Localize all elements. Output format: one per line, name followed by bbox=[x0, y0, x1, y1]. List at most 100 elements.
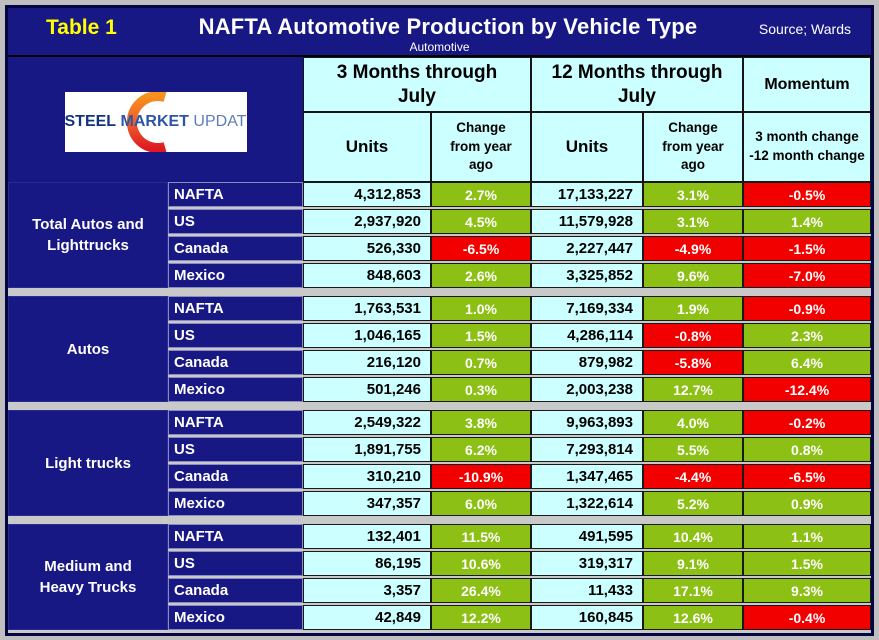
change-12mo-cell: 3.1% bbox=[643, 209, 743, 234]
change-3mo-cell: 4.5% bbox=[431, 209, 531, 234]
units-12mo-cell: 11,433 bbox=[531, 578, 643, 603]
change-3mo-cell: 11.5% bbox=[431, 524, 531, 549]
logo-arc-icon bbox=[126, 91, 166, 152]
vehicle-type-label: Light trucks bbox=[8, 410, 168, 516]
units-3mo-cell: 347,357 bbox=[303, 491, 431, 516]
change-12mo-cell: 12.6% bbox=[643, 605, 743, 630]
region-label: NAFTA bbox=[168, 524, 303, 549]
change-12mo-cell: 4.0% bbox=[643, 410, 743, 435]
header-12-months: 12 Months through July bbox=[531, 57, 743, 112]
header-change-3mo: Change from year ago bbox=[431, 112, 531, 182]
units-3mo-cell: 42,849 bbox=[303, 605, 431, 630]
region-label: NAFTA bbox=[168, 410, 303, 435]
region-label: Canada bbox=[168, 350, 303, 375]
change-3mo-cell: -10.9% bbox=[431, 464, 531, 489]
change-12mo-cell: -4.9% bbox=[643, 236, 743, 261]
momentum-cell: -0.4% bbox=[743, 605, 871, 630]
change-3mo-cell: 1.0% bbox=[431, 296, 531, 321]
change-12mo-cell: -4.4% bbox=[643, 464, 743, 489]
header-momentum: Momentum bbox=[743, 57, 871, 112]
units-3mo-cell: 310,210 bbox=[303, 464, 431, 489]
change-3mo-cell: 26.4% bbox=[431, 578, 531, 603]
units-3mo-cell: 1,891,755 bbox=[303, 437, 431, 462]
change-3mo-cell: 3.8% bbox=[431, 410, 531, 435]
change-12mo-cell: 17.1% bbox=[643, 578, 743, 603]
momentum-cell: -6.5% bbox=[743, 464, 871, 489]
units-3mo-cell: 1,763,531 bbox=[303, 296, 431, 321]
units-12mo-cell: 2,003,238 bbox=[531, 377, 643, 402]
table-number-label: Table 1 bbox=[46, 16, 117, 39]
region-label: Canada bbox=[168, 464, 303, 489]
units-3mo-cell: 4,312,853 bbox=[303, 182, 431, 207]
momentum-cell: 1.4% bbox=[743, 209, 871, 234]
change-12mo-cell: 5.5% bbox=[643, 437, 743, 462]
title-bar: Table 1 NAFTA Automotive Production by V… bbox=[8, 8, 871, 57]
units-12mo-cell: 3,325,852 bbox=[531, 263, 643, 288]
change-12mo-cell: 9.6% bbox=[643, 263, 743, 288]
units-12mo-cell: 4,286,114 bbox=[531, 323, 643, 348]
units-3mo-cell: 2,937,920 bbox=[303, 209, 431, 234]
units-3mo-cell: 2,549,322 bbox=[303, 410, 431, 435]
change-12mo-cell: -5.8% bbox=[643, 350, 743, 375]
header-3-months: 3 Months through July bbox=[303, 57, 531, 112]
units-3mo-cell: 86,195 bbox=[303, 551, 431, 576]
change-3mo-cell: 2.6% bbox=[431, 263, 531, 288]
region-label: Mexico bbox=[168, 377, 303, 402]
units-12mo-cell: 7,293,814 bbox=[531, 437, 643, 462]
logo-text: STEEL MARKET UPDATE bbox=[65, 113, 247, 131]
change-12mo-cell: -0.8% bbox=[643, 323, 743, 348]
momentum-cell: 6.4% bbox=[743, 350, 871, 375]
units-12mo-cell: 7,169,334 bbox=[531, 296, 643, 321]
region-label: Canada bbox=[168, 578, 303, 603]
momentum-cell: -0.5% bbox=[743, 182, 871, 207]
momentum-cell: -0.9% bbox=[743, 296, 871, 321]
momentum-cell: 2.3% bbox=[743, 323, 871, 348]
units-12mo-cell: 17,133,227 bbox=[531, 182, 643, 207]
steel-market-update-logo: STEEL MARKET UPDATE bbox=[64, 91, 247, 152]
logo-word-market: MARKET bbox=[120, 112, 189, 130]
units-3mo-cell: 216,120 bbox=[303, 350, 431, 375]
change-12mo-cell: 1.9% bbox=[643, 296, 743, 321]
header-change-12mo: Change from year ago bbox=[643, 112, 743, 182]
table-frame: Table 1 NAFTA Automotive Production by V… bbox=[5, 5, 874, 636]
change-3mo-cell: 1.5% bbox=[431, 323, 531, 348]
header-units-3mo: Units bbox=[303, 112, 431, 182]
momentum-cell: -0.2% bbox=[743, 410, 871, 435]
change-12mo-cell: 9.1% bbox=[643, 551, 743, 576]
units-12mo-cell: 1,322,614 bbox=[531, 491, 643, 516]
momentum-cell: 1.5% bbox=[743, 551, 871, 576]
logo-word-steel: STEEL bbox=[64, 112, 117, 130]
units-12mo-cell: 2,227,447 bbox=[531, 236, 643, 261]
logo-area: STEEL MARKET UPDATE bbox=[8, 57, 303, 182]
momentum-cell: -1.5% bbox=[743, 236, 871, 261]
region-label: Mexico bbox=[168, 605, 303, 630]
region-label: US bbox=[168, 437, 303, 462]
block-autos: Autos NAFTA 1,763,531 1.0% 7,169,334 1.9… bbox=[8, 296, 871, 402]
vehicle-type-label: Autos bbox=[8, 296, 168, 402]
units-12mo-cell: 1,347,465 bbox=[531, 464, 643, 489]
units-3mo-cell: 1,046,165 bbox=[303, 323, 431, 348]
change-12mo-cell: 12.7% bbox=[643, 377, 743, 402]
header-momentum-sub: 3 month change -12 month change bbox=[743, 112, 871, 182]
change-12mo-cell: 3.1% bbox=[643, 182, 743, 207]
change-12mo-cell: 10.4% bbox=[643, 524, 743, 549]
momentum-cell: 9.3% bbox=[743, 578, 871, 603]
change-12mo-cell: 5.2% bbox=[643, 491, 743, 516]
change-3mo-cell: -6.5% bbox=[431, 236, 531, 261]
region-label: Canada bbox=[168, 236, 303, 261]
units-3mo-cell: 501,246 bbox=[303, 377, 431, 402]
momentum-cell: 0.9% bbox=[743, 491, 871, 516]
change-3mo-cell: 10.6% bbox=[431, 551, 531, 576]
units-12mo-cell: 9,963,893 bbox=[531, 410, 643, 435]
momentum-cell: -12.4% bbox=[743, 377, 871, 402]
change-3mo-cell: 6.0% bbox=[431, 491, 531, 516]
vehicle-type-label: Medium and Heavy Trucks bbox=[8, 524, 168, 630]
block-medium-heavy-trucks: Medium and Heavy Trucks NAFTA 132,401 11… bbox=[8, 524, 871, 630]
change-3mo-cell: 6.2% bbox=[431, 437, 531, 462]
region-label: US bbox=[168, 323, 303, 348]
units-12mo-cell: 879,982 bbox=[531, 350, 643, 375]
momentum-cell: 1.1% bbox=[743, 524, 871, 549]
page-title: NAFTA Automotive Production by Vehicle T… bbox=[198, 14, 698, 39]
units-3mo-cell: 526,330 bbox=[303, 236, 431, 261]
units-3mo-cell: 848,603 bbox=[303, 263, 431, 288]
